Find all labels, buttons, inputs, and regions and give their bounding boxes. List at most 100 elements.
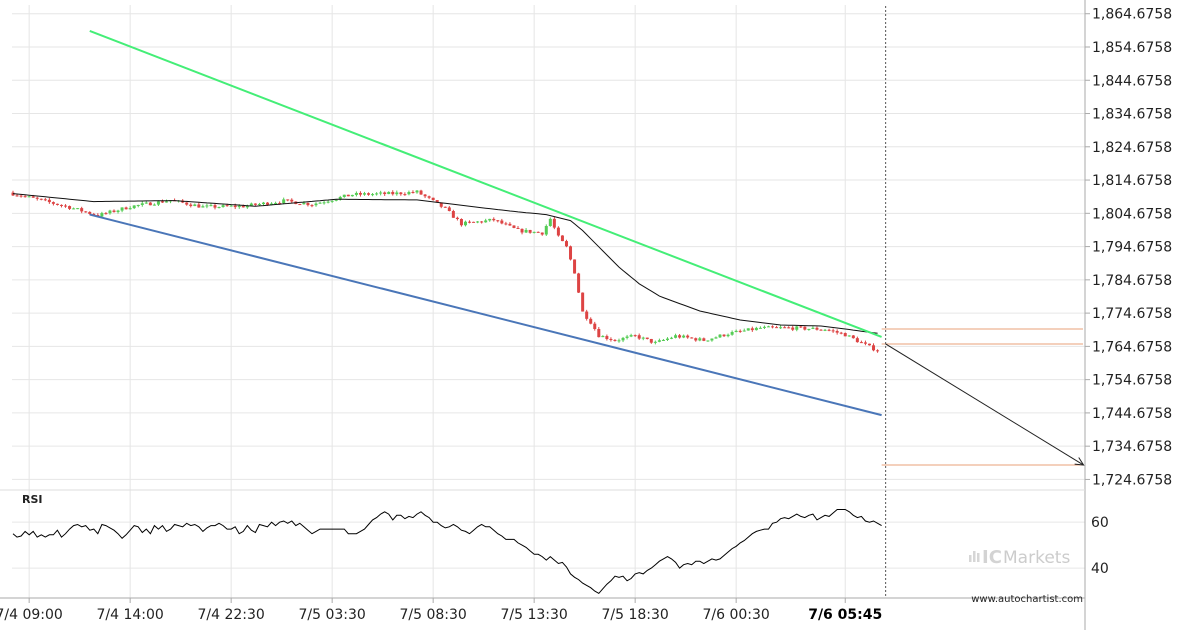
candle-body <box>702 338 706 341</box>
grid-lines <box>12 5 1085 598</box>
candle <box>665 337 669 341</box>
logo-bar-3 <box>977 553 980 562</box>
candle-body <box>560 235 564 242</box>
rsi-title: RSI <box>22 493 43 506</box>
candle-body <box>726 334 730 337</box>
candle-body <box>823 329 827 331</box>
candle <box>698 337 702 342</box>
candle-body <box>132 205 136 209</box>
candle <box>423 194 427 199</box>
candle-body <box>47 199 51 203</box>
candle <box>76 208 80 210</box>
candle <box>601 335 605 338</box>
candle <box>84 211 88 213</box>
candle-body <box>302 202 306 205</box>
candle-body <box>811 327 815 329</box>
moving-average <box>12 193 878 334</box>
candle <box>205 203 209 209</box>
candle <box>334 199 338 202</box>
candle <box>443 206 447 208</box>
candle <box>367 192 371 196</box>
candle <box>593 321 597 331</box>
candle-body <box>827 329 831 331</box>
candle <box>573 259 577 274</box>
candle-body <box>544 225 548 235</box>
candle <box>855 336 859 343</box>
candle <box>754 326 758 331</box>
candle-body <box>241 205 245 208</box>
candle-body <box>257 204 261 206</box>
candle-body <box>633 335 637 337</box>
candle <box>217 206 221 209</box>
candle <box>734 329 738 333</box>
candle-body <box>548 218 552 226</box>
candle <box>827 328 831 332</box>
candle <box>758 326 762 329</box>
candle-body <box>383 192 387 195</box>
candle <box>59 204 63 208</box>
candle-body <box>815 327 819 330</box>
candle-body <box>540 232 544 235</box>
candle <box>504 221 508 226</box>
candle <box>851 335 855 339</box>
time-tick-label: 7/6 00:30 <box>702 607 769 623</box>
candle-body <box>197 204 201 208</box>
time-tick-label: 7/5 03:30 <box>298 607 365 623</box>
candle <box>807 328 811 331</box>
candle <box>706 340 710 342</box>
candle <box>686 334 690 339</box>
candle-body <box>621 337 625 341</box>
candle-body <box>451 211 455 218</box>
candle-body <box>851 335 855 339</box>
candle <box>221 204 225 208</box>
projection-arrowhead <box>1074 457 1085 466</box>
candle-body <box>746 328 750 331</box>
candle-body <box>100 213 104 217</box>
candle-body <box>245 205 249 208</box>
rsi-tick-label: 60 <box>1091 515 1109 531</box>
candle-body <box>775 327 779 329</box>
candle <box>375 192 379 196</box>
candle-body <box>674 335 678 338</box>
candle <box>843 332 847 337</box>
candle-body <box>447 207 451 212</box>
candle <box>589 317 593 325</box>
candle-body <box>682 335 686 338</box>
candle <box>88 211 92 215</box>
time-tick-label: 7/5 08:30 <box>399 607 466 623</box>
candle <box>746 328 750 331</box>
candle-body <box>872 345 876 351</box>
candle-body <box>678 335 682 338</box>
candle <box>581 292 585 312</box>
candle <box>253 203 257 207</box>
candle <box>447 206 451 212</box>
candle-body <box>43 199 47 201</box>
candle-body <box>706 340 710 342</box>
candle-body <box>661 339 665 341</box>
candle-body <box>439 202 443 207</box>
candle-body <box>165 201 169 203</box>
candle-body <box>362 193 366 195</box>
candle-body <box>690 337 694 339</box>
candle-body <box>419 190 423 195</box>
candle <box>569 245 573 261</box>
candle <box>72 207 76 210</box>
candle <box>803 326 807 331</box>
candle-body <box>144 202 148 204</box>
candle <box>104 212 108 215</box>
candle-body <box>152 204 156 206</box>
candle <box>649 338 653 344</box>
candle <box>710 338 714 342</box>
candle <box>625 334 629 340</box>
candle-body <box>80 208 84 212</box>
time-tick-label: 7/6 05:45 <box>808 607 882 623</box>
candle <box>362 191 366 196</box>
candle <box>787 326 791 329</box>
candle-body <box>758 327 762 329</box>
candle-body <box>342 194 346 197</box>
time-tick-label: 7/5 13:30 <box>500 607 567 623</box>
candle <box>136 204 140 208</box>
candle <box>694 337 698 342</box>
price-levels <box>881 6 1083 598</box>
